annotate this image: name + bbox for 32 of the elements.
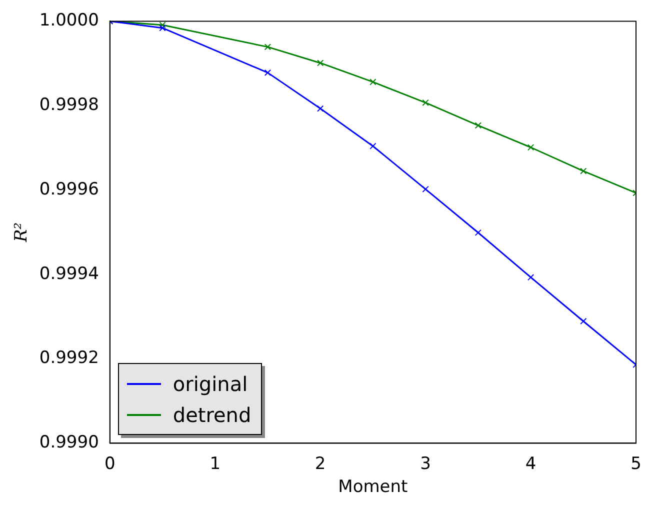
x-tick-label: 0: [104, 454, 116, 474]
x-tick-label: 2: [314, 454, 326, 474]
point: [370, 142, 376, 150]
point: [317, 105, 324, 112]
point: [474, 229, 482, 236]
legend-label: original: [172, 372, 248, 396]
point: [474, 122, 482, 129]
x-tick-label: 1: [210, 454, 221, 474]
point: [580, 168, 587, 174]
y-tick-label: 0.9994: [39, 264, 99, 284]
y-tick-label: 1.0000: [39, 10, 99, 31]
y-axis-title: R²: [12, 222, 32, 244]
x-tick-label: 3: [420, 454, 431, 474]
point: [580, 318, 587, 325]
point: [422, 186, 429, 192]
y-tick-label: 0.9998: [39, 95, 99, 116]
y-tick-label: 0.9996: [39, 179, 99, 200]
point: [317, 60, 324, 66]
x-tick-label: 5: [630, 454, 642, 474]
point: [264, 69, 272, 76]
point: [527, 144, 534, 151]
point: [527, 274, 534, 281]
point: [159, 22, 166, 28]
point: [264, 44, 272, 50]
point: [370, 78, 376, 86]
x-tick-label: 4: [525, 454, 536, 474]
point: [422, 99, 429, 106]
y-tick-label: 0.9990: [39, 432, 99, 453]
y-tick-label: 0.9992: [39, 348, 99, 368]
legend-label: detrend: [172, 402, 252, 427]
point: [159, 24, 166, 32]
x-axis-title: Moment: [338, 477, 408, 498]
